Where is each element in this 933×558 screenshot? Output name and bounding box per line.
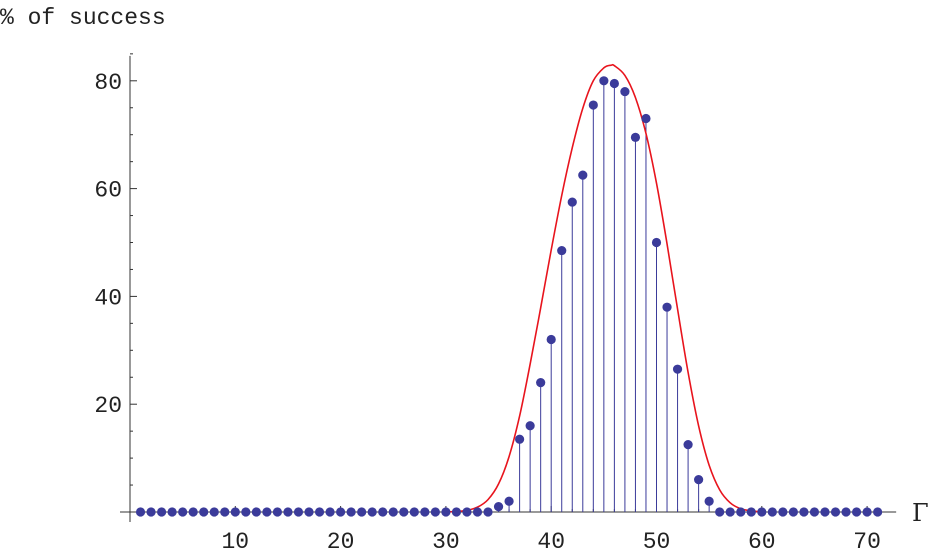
data-point (357, 507, 367, 517)
data-point (325, 507, 335, 517)
data-point (336, 507, 346, 517)
data-point (230, 507, 240, 517)
x-tick-label: 20 (327, 529, 355, 555)
data-point (788, 507, 798, 517)
data-point (272, 507, 283, 517)
data-point (462, 507, 472, 517)
data-point (367, 507, 377, 517)
data-point (241, 507, 251, 517)
fit-curve (445, 63, 762, 513)
data-point (420, 507, 430, 517)
data-point (620, 86, 630, 97)
y-axis-title: % of success (0, 5, 166, 31)
data-point (178, 507, 188, 517)
data-point (525, 421, 535, 431)
y-tick-label: 80 (94, 70, 122, 96)
data-point (409, 507, 419, 517)
data-point (557, 245, 567, 256)
data-point (399, 507, 409, 517)
data-point (672, 364, 683, 374)
data-point (536, 378, 546, 388)
data-point (799, 507, 809, 517)
data-points (135, 76, 883, 517)
data-point (567, 197, 577, 207)
data-point (441, 507, 451, 517)
data-point (515, 434, 525, 444)
x-tick-label: 30 (432, 529, 460, 555)
data-point (388, 507, 398, 517)
data-point (694, 475, 704, 485)
data-point (199, 507, 209, 517)
data-point (862, 507, 872, 517)
data-point (188, 507, 198, 517)
data-point (378, 507, 388, 517)
data-point (873, 507, 883, 517)
data-point (630, 132, 641, 142)
data-point (451, 507, 462, 517)
data-point (146, 507, 156, 517)
data-point (262, 507, 272, 517)
data-point (662, 302, 672, 312)
data-point (641, 113, 651, 124)
x-tick-label: 10 (221, 529, 249, 555)
y-tick-label: 40 (94, 285, 122, 311)
data-point (472, 507, 483, 517)
x-tick-label: 60 (748, 529, 776, 555)
data-point (715, 507, 725, 517)
data-point (346, 507, 356, 517)
data-point (156, 507, 167, 517)
data-point (546, 334, 556, 345)
data-point (599, 76, 609, 86)
data-point (588, 100, 598, 110)
data-point (767, 507, 777, 517)
data-point (293, 507, 304, 517)
data-point (651, 237, 662, 248)
data-point (430, 507, 440, 517)
x-axis-title: Γ (912, 499, 929, 527)
data-point (251, 507, 261, 517)
x-tick-label: 70 (853, 529, 881, 555)
data-point (757, 507, 767, 517)
data-point (778, 507, 788, 517)
data-point (209, 507, 219, 517)
data-point (725, 507, 735, 517)
stems (498, 80, 710, 512)
data-point (736, 507, 746, 517)
data-point (683, 440, 693, 450)
data-point (314, 507, 325, 517)
data-point (304, 507, 314, 517)
data-point (809, 507, 820, 517)
x-tick-label: 50 (643, 529, 671, 555)
data-point (578, 170, 588, 180)
y-tick-label: 20 (94, 393, 122, 419)
data-point (135, 507, 146, 517)
data-point (220, 507, 230, 517)
data-point (841, 507, 851, 517)
data-point (704, 496, 714, 506)
data-point (167, 507, 177, 517)
data-point (283, 507, 293, 517)
axes: 10 20 30 40 50 60 70 20 40 60 80 (94, 53, 897, 555)
data-point (746, 507, 756, 517)
data-point (851, 507, 862, 517)
data-point (830, 507, 841, 517)
data-point (493, 502, 504, 512)
y-tick-label: 60 (94, 178, 122, 204)
data-point (609, 78, 619, 89)
data-point (483, 507, 493, 517)
x-tick-label: 40 (537, 529, 565, 555)
data-point (504, 496, 514, 506)
data-point (820, 507, 830, 517)
